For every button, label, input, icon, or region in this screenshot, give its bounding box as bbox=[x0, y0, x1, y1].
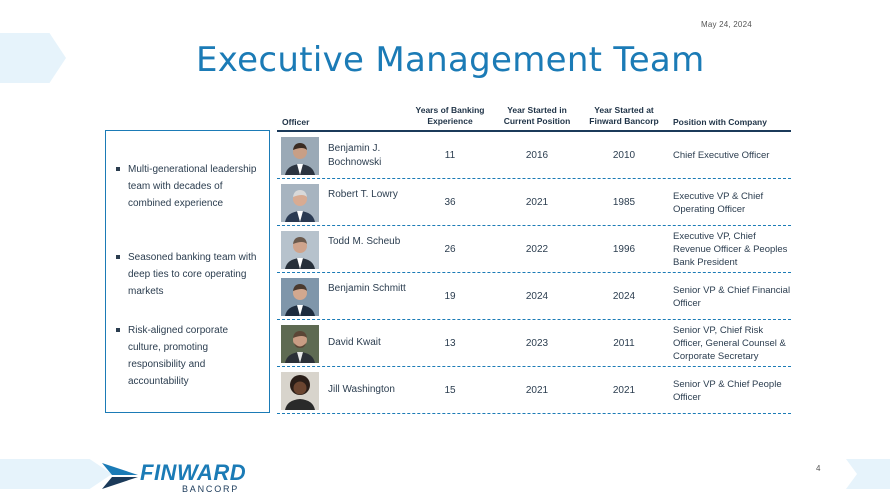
highlights-box: Multi-generational leadership team with … bbox=[105, 130, 270, 413]
years-experience: 13 bbox=[444, 338, 456, 349]
bottom-left-band bbox=[0, 459, 112, 489]
position-title: Senior VP & Chief Financial Officer bbox=[673, 284, 791, 309]
table-row: David Kwait 13 2023 2011 Senior VP, Chie… bbox=[277, 320, 791, 367]
table-row: Todd M. Scheub 26 2022 1996 Executive VP… bbox=[277, 226, 791, 273]
year-started-finward: 2024 bbox=[612, 291, 636, 302]
year-started-position: 2023 bbox=[525, 338, 549, 349]
highlight-text: Risk-aligned corporate culture, promotin… bbox=[128, 325, 229, 387]
year-started-position: 2021 bbox=[525, 197, 549, 208]
position-title: Chief Executive Officer bbox=[673, 150, 770, 161]
position-title: Senior VP, Chief Risk Officer, General C… bbox=[673, 325, 786, 362]
column-header-officer: Officer bbox=[282, 117, 310, 127]
highlight-text: Seasoned banking team with deep ties to … bbox=[128, 252, 257, 297]
bullet-square-icon bbox=[116, 328, 120, 332]
years-experience: 11 bbox=[444, 150, 456, 161]
table-row: Benjamin J. Bochnowski 11 2016 2010 Chie… bbox=[277, 132, 791, 179]
table-row: Benjamin Schmitt 19 2024 2024 Senior VP … bbox=[277, 273, 791, 320]
years-experience: 19 bbox=[444, 291, 456, 302]
logo-wordmark: FINWARD bbox=[140, 460, 247, 485]
officer-name: Robert T. Lowry bbox=[328, 189, 398, 200]
years-experience: 26 bbox=[444, 244, 456, 255]
officer-photo bbox=[281, 372, 319, 410]
position-title: Executive VP, Chief Revenue Officer & Pe… bbox=[673, 231, 788, 268]
officer-photo bbox=[281, 137, 319, 175]
officer-name: David Kwait bbox=[328, 337, 381, 348]
column-header-position: Position with Company bbox=[673, 117, 767, 127]
officer-photo bbox=[281, 278, 319, 316]
row-divider bbox=[277, 319, 791, 320]
year-started-position: 2024 bbox=[525, 291, 549, 302]
year-started-finward: 2011 bbox=[613, 338, 635, 349]
table-row: Robert T. Lowry 36 2021 1985 Executive V… bbox=[277, 179, 791, 226]
row-divider bbox=[277, 413, 791, 414]
officer-photo bbox=[281, 231, 319, 269]
year-started-finward: 1996 bbox=[612, 244, 636, 255]
logo-arrow-icon bbox=[102, 463, 138, 489]
bottom-right-band bbox=[846, 459, 890, 489]
year-started-position: 2022 bbox=[525, 244, 549, 255]
row-divider bbox=[277, 366, 791, 367]
table-header-rule bbox=[277, 130, 791, 132]
report-date: May 24, 2024 bbox=[701, 20, 752, 29]
officer-photo bbox=[281, 184, 319, 222]
officer-name: Benjamin J. Bochnowski bbox=[328, 143, 382, 168]
column-header-year-position: Year Started in Current Position bbox=[503, 105, 571, 126]
position-title: Senior VP & Chief People Officer bbox=[673, 378, 782, 403]
page-number: 4 bbox=[816, 464, 821, 473]
year-started-position: 2016 bbox=[525, 150, 549, 161]
officer-name: Todd M. Scheub bbox=[328, 236, 401, 247]
highlight-text: Multi-generational leadership team with … bbox=[128, 164, 257, 209]
year-started-finward: 2010 bbox=[612, 150, 636, 161]
officer-photo bbox=[281, 325, 319, 363]
finward-logo: FINWARD BANCORP bbox=[100, 458, 250, 498]
year-started-finward: 2021 bbox=[612, 385, 636, 396]
row-divider bbox=[277, 225, 791, 226]
bullet-square-icon bbox=[116, 167, 120, 171]
logo-subtitle: BANCORP bbox=[182, 484, 240, 494]
column-header-years: Years of Banking Experience bbox=[415, 105, 485, 126]
years-experience: 36 bbox=[444, 197, 456, 208]
column-header-year-finward: Year Started at Finward Bancorp bbox=[589, 105, 659, 126]
year-started-position: 2021 bbox=[525, 385, 549, 396]
top-left-band bbox=[0, 33, 66, 83]
officer-name: Benjamin Schmitt bbox=[328, 283, 406, 294]
table-row: Jill Washington 15 2021 2021 Senior VP &… bbox=[277, 367, 791, 414]
row-divider bbox=[277, 272, 791, 273]
year-started-finward: 1985 bbox=[612, 197, 636, 208]
row-divider bbox=[277, 178, 791, 179]
position-title: Executive VP & Chief Operating Officer bbox=[673, 190, 764, 215]
years-experience: 15 bbox=[444, 385, 456, 396]
page-title: Executive Management Team bbox=[196, 40, 705, 80]
officer-name: Jill Washington bbox=[328, 384, 395, 395]
bullet-square-icon bbox=[116, 255, 120, 259]
